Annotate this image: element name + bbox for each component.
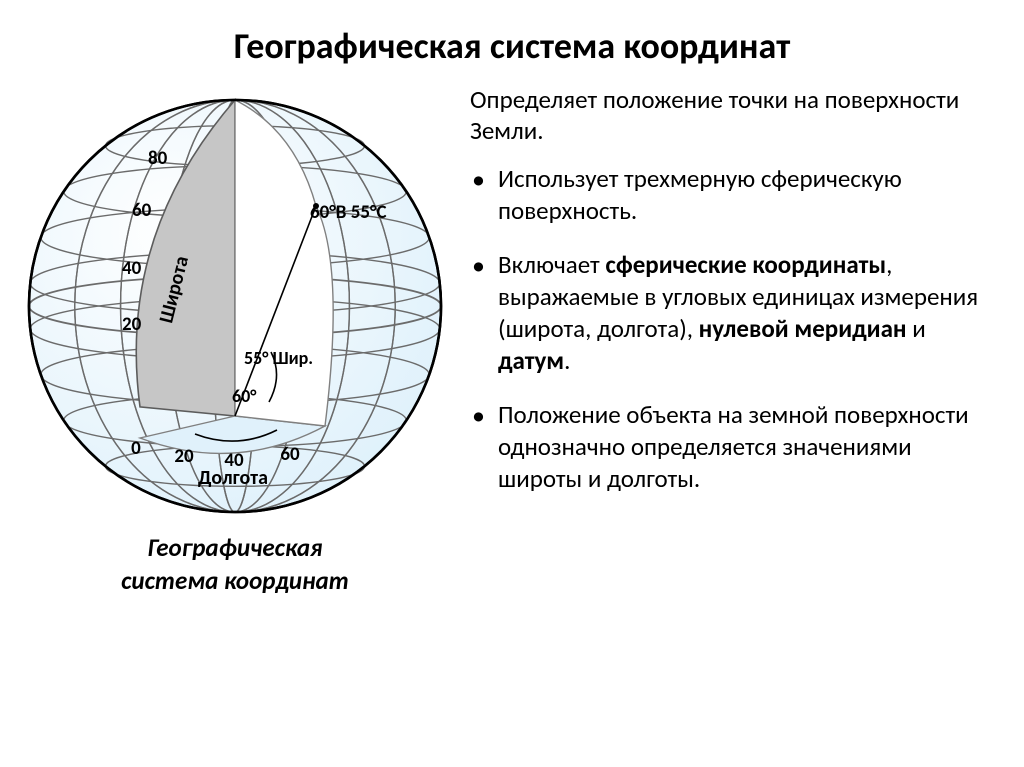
- svg-text:20: 20: [174, 445, 194, 468]
- svg-text:60°: 60°: [232, 385, 257, 407]
- caption-line-2: система координат: [121, 565, 349, 596]
- svg-text:20: 20: [122, 313, 142, 336]
- svg-text:40: 40: [122, 257, 142, 280]
- svg-text:60: 60: [132, 199, 152, 222]
- globe-diagram: 806040200204060ШиротаДолгота60°В 55°С55°…: [20, 86, 450, 526]
- bullet-item: Использует трехмерную сферическую поверх…: [470, 163, 984, 227]
- diagram-caption: Географическая система координат: [121, 532, 349, 597]
- svg-text:60°В 55°С: 60°В 55°С: [310, 201, 387, 224]
- bullet-item: Положение объекта на земной поверхности …: [470, 399, 984, 495]
- caption-line-1: Географическая: [147, 532, 322, 563]
- left-column: 806040200204060ШиротаДолгота60°В 55°С55°…: [0, 80, 470, 757]
- intro-text: Определяет положение точки на поверхност…: [470, 84, 984, 147]
- svg-text:0: 0: [131, 437, 141, 460]
- svg-text:Долгота: Долгота: [198, 466, 268, 490]
- bullet-list: Использует трехмерную сферическую поверх…: [470, 163, 984, 495]
- right-column: Определяет положение точки на поверхност…: [470, 80, 1024, 757]
- svg-text:55° Шир.: 55° Шир.: [244, 347, 313, 369]
- page-title: Географическая система координат: [0, 0, 1024, 80]
- bullet-item: Включает сферические координаты, выражае…: [470, 249, 984, 377]
- content-row: 806040200204060ШиротаДолгота60°В 55°С55°…: [0, 80, 1024, 757]
- svg-text:60: 60: [280, 443, 300, 466]
- svg-text:80: 80: [148, 147, 168, 170]
